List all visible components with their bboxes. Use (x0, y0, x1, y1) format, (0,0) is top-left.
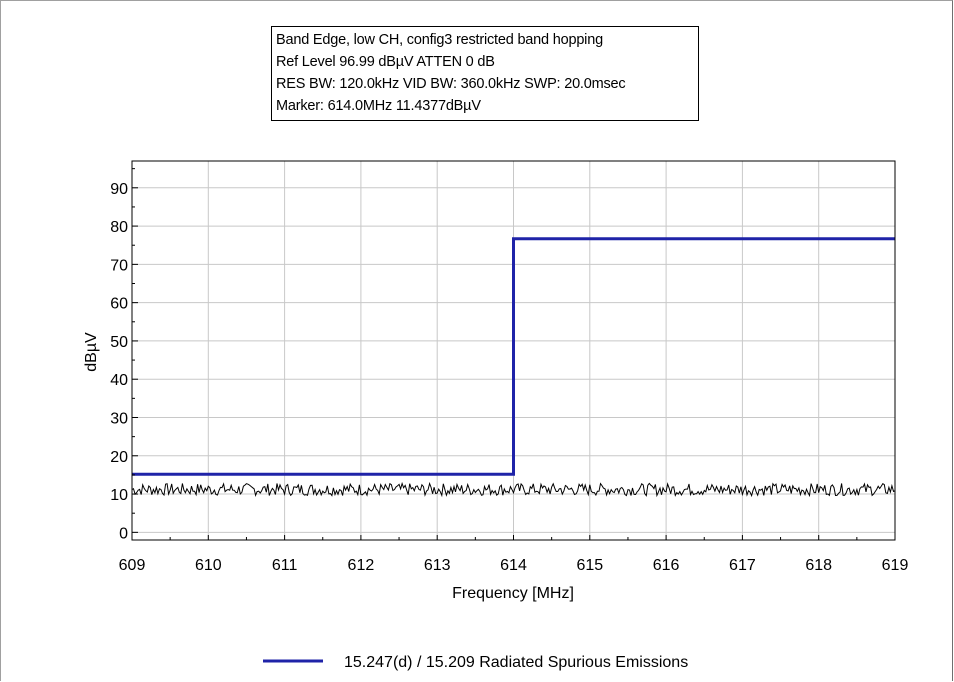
y-tick-label: 10 (110, 487, 128, 504)
y-tick-label: 80 (110, 219, 128, 236)
x-axis-label: Frequency [MHz] (452, 585, 574, 602)
series-layer (131, 237, 896, 498)
legend-label: 15.247(d) / 15.209 Radiated Spurious Emi… (344, 654, 688, 671)
x-tick-label: 614 (500, 557, 527, 574)
x-tick-label: 618 (805, 557, 832, 574)
info-bandwidth: RES BW: 120.0kHz VID BW: 360.0kHz SWP: 2… (276, 76, 626, 92)
measurement-info-box: Band Edge, low CH, config3 restricted ba… (271, 26, 699, 121)
y-tick-label: 20 (110, 449, 128, 466)
x-tick-label: 609 (119, 557, 146, 574)
x-tick-label: 613 (424, 557, 451, 574)
y-tick-label: 70 (110, 257, 128, 274)
x-tick-label: 615 (576, 557, 603, 574)
y-tick-label: 50 (110, 334, 128, 351)
x-tick-label: 612 (348, 557, 375, 574)
info-title: Band Edge, low CH, config3 restricted ba… (276, 32, 603, 48)
x-tick-label: 617 (729, 557, 756, 574)
measured-trace-line (131, 481, 896, 498)
plot-area-border (131, 160, 896, 541)
info-marker: Marker: 614.0MHz 11.4377dBµV (276, 98, 481, 114)
y-tick-label: 30 (110, 410, 128, 427)
x-tick-label: 619 (882, 557, 909, 574)
y-tick-label: 40 (110, 372, 128, 389)
limit-line-series (132, 237, 895, 476)
y-tick-label: 0 (119, 525, 128, 542)
y-tick-label: 90 (110, 181, 128, 198)
y-tick-label: 60 (110, 296, 128, 313)
x-tick-label: 611 (272, 557, 298, 574)
info-ref-level: Ref Level 96.99 dBµV ATTEN 0 dB (276, 54, 495, 70)
axis-layer: 609 610 611 612 613 614 615 616 617 618 619 0 10 20 30… (110, 168, 909, 574)
x-tick-label: 616 (653, 557, 680, 574)
y-axis-label: dBµV (83, 332, 100, 372)
x-tick-label: 610 (195, 557, 222, 574)
